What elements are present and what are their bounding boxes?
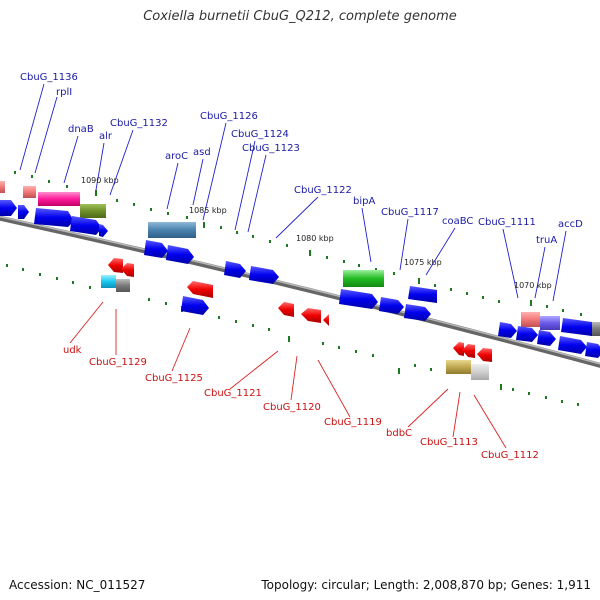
gene-arrow-forward — [224, 261, 246, 278]
kbp-label: 1090 kbp — [81, 176, 119, 185]
gene-label-top: CbuG_1123 — [242, 143, 300, 154]
feature-bar — [540, 316, 560, 330]
genome-backbone — [0, 215, 600, 368]
feature-bar — [521, 312, 540, 327]
gene-label-top: CbuG_1117 — [381, 207, 439, 218]
gene-arrow-forward — [404, 304, 431, 321]
accession-text: Accession: NC_011527 — [9, 578, 146, 592]
gene-label-top: CbuG_1126 — [200, 111, 258, 122]
gene-arrow-forward — [34, 208, 74, 227]
gene-arrows-reverse — [108, 258, 492, 362]
feature-bar — [446, 360, 471, 374]
gene-arrow-reverse — [323, 314, 329, 326]
gene-arrows-forward — [0, 200, 600, 358]
gene-arrow-reverse — [477, 348, 492, 362]
gene-arrow-forward — [0, 200, 17, 216]
gene-label-top: truA — [536, 235, 557, 246]
gene-arrow-forward — [585, 342, 600, 358]
leader-lines-bottom — [69, 301, 507, 449]
gene-arrow-forward — [18, 205, 29, 219]
gene-label-bottom: CbuG_1113 — [420, 437, 478, 448]
kbp-label: 1075 kbp — [404, 258, 442, 267]
gene-label-bottom: CbuG_1120 — [263, 402, 321, 413]
gene-label-top: aroC — [165, 151, 188, 162]
gene-arrow-reverse — [453, 342, 464, 356]
gene-label-top: accD — [558, 219, 583, 230]
gene-arrow-forward — [408, 286, 437, 303]
feature-bars-reverse — [101, 275, 489, 380]
gene-arrow-reverse — [462, 344, 475, 358]
feature-bar — [38, 192, 80, 206]
gene-label-bottom: CbuG_1129 — [89, 357, 147, 368]
gene-arrows-forward-lower — [181, 296, 209, 315]
gene-label-top: CbuG_1124 — [231, 129, 289, 140]
gene-arrow-reverse — [108, 258, 123, 273]
gene-label-bottom: CbuG_1112 — [481, 450, 539, 461]
gene-arrow-forward — [561, 318, 592, 336]
gene-label-top: CbuG_1136 — [20, 72, 78, 83]
gene-arrow-forward — [516, 326, 538, 342]
feature-bar — [148, 222, 196, 238]
genome-summary-text: Topology: circular; Length: 2,008,870 bp… — [261, 578, 591, 592]
feature-bar — [343, 270, 384, 287]
feature-bar — [590, 322, 600, 336]
gene-label-top: coaBC — [442, 216, 473, 227]
gene-label-top: asd — [193, 147, 211, 158]
gene-label-bottom: udk — [63, 345, 82, 356]
feature-bar — [101, 275, 116, 288]
gene-label-bottom: bdbC — [386, 428, 412, 439]
leader-lines-top — [19, 83, 567, 302]
kbp-label: 1085 kbp — [189, 206, 227, 215]
gene-arrow-forward — [166, 245, 194, 264]
gene-label-top: CbuG_1132 — [110, 118, 168, 129]
gene-label-top: rplI — [56, 87, 72, 98]
feature-bars-forward — [0, 181, 600, 336]
gene-arrow-forward — [379, 297, 404, 314]
feature-bar — [471, 364, 489, 380]
feature-bar — [23, 186, 36, 198]
gene-arrow-forward — [537, 330, 556, 346]
gene-arrow-forward — [249, 266, 279, 284]
tick-row-upper — [14, 171, 582, 316]
gene-arrow-forward — [498, 322, 517, 338]
gene-label-top: CbuG_1111 — [478, 217, 536, 228]
gene-label-bottom: CbuG_1121 — [204, 388, 262, 399]
tick-row-lower — [6, 264, 579, 406]
gene-arrow-forward — [144, 240, 168, 258]
gene-arrow-reverse — [278, 302, 294, 317]
gene-arrow-forward — [70, 216, 102, 235]
gene-arrow-reverse — [301, 308, 321, 323]
kbp-label: 1070 kbp — [514, 281, 552, 290]
feature-bar — [116, 279, 130, 292]
gene-arrow-forward — [99, 224, 108, 237]
gene-label-top: dnaB — [68, 124, 94, 135]
gene-arrow-reverse — [187, 281, 213, 298]
gene-arrow-forward — [181, 296, 209, 315]
feature-bar — [80, 204, 106, 218]
gene-arrow-reverse — [121, 263, 134, 277]
gene-label-bottom: CbuG_1125 — [145, 373, 203, 384]
gene-label-bottom: CbuG_1119 — [324, 417, 382, 428]
gene-arrow-forward — [339, 289, 378, 309]
gene-label-top: bipA — [353, 196, 375, 207]
gene-label-top: alr — [99, 131, 113, 142]
gene-arrow-forward — [558, 336, 587, 354]
feature-bar — [0, 181, 5, 193]
page-title: Coxiella burnetii CbuG_Q212, complete ge… — [143, 9, 457, 24]
kbp-label: 1080 kbp — [296, 234, 334, 243]
gene-label-top: CbuG_1122 — [294, 185, 352, 196]
